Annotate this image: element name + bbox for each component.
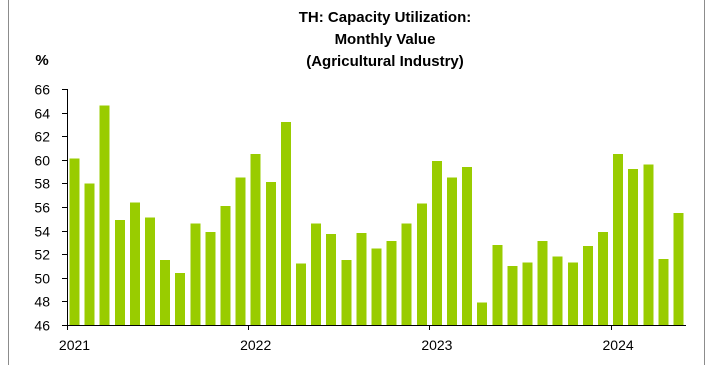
bar-2023-02 bbox=[447, 177, 457, 325]
bar-2021-10 bbox=[205, 231, 216, 325]
x-tick-label: 2022 bbox=[240, 337, 271, 353]
bar-2021-01 bbox=[69, 158, 80, 325]
bar-2024-03 bbox=[643, 164, 654, 325]
bar-2024-05 bbox=[673, 212, 684, 325]
bar-2023-04 bbox=[477, 302, 488, 325]
y-tick-label: 60 bbox=[34, 153, 50, 169]
bar-2022-06 bbox=[326, 234, 337, 325]
bar-series bbox=[69, 105, 684, 325]
bar-2021-05 bbox=[129, 202, 140, 325]
bar-2022-05 bbox=[311, 223, 322, 325]
bar-2023-07 bbox=[522, 262, 533, 325]
y-tick-label: 56 bbox=[34, 200, 50, 216]
bar-2022-08 bbox=[356, 233, 367, 325]
y-tick-label: 52 bbox=[34, 247, 50, 263]
bar-2021-03 bbox=[99, 105, 110, 325]
chart-title-line-1: TH: Capacity Utilization: bbox=[299, 9, 472, 26]
bar-2024-01 bbox=[613, 153, 624, 325]
x-tick-label: 2023 bbox=[421, 337, 452, 353]
bar-2023-10 bbox=[567, 262, 578, 325]
x-tick-label: 2024 bbox=[603, 337, 634, 353]
chart-title-line-2: Monthly Value bbox=[335, 31, 436, 48]
bar-2022-11 bbox=[401, 223, 412, 325]
x-axis: 2021 2022 2023 2024 bbox=[59, 325, 686, 353]
bar-2021-09 bbox=[190, 223, 201, 325]
bar-2022-12 bbox=[416, 203, 427, 325]
bar-2021-04 bbox=[114, 220, 125, 325]
y-tick-label: 54 bbox=[34, 224, 50, 240]
bar-2021-06 bbox=[145, 217, 155, 325]
bar-2021-08 bbox=[175, 273, 186, 325]
y-tick-label: 50 bbox=[34, 271, 50, 287]
y-tick-label: 46 bbox=[34, 318, 50, 334]
bar-2021-02 bbox=[84, 183, 95, 325]
y-tick-label: 48 bbox=[34, 294, 50, 310]
bar-2023-03 bbox=[462, 166, 473, 325]
bar-2023-09 bbox=[552, 256, 563, 325]
y-tick-label: 66 bbox=[34, 82, 50, 98]
y-tick-label: 64 bbox=[34, 106, 50, 122]
y-tick-label: 62 bbox=[34, 129, 50, 145]
bar-2021-11 bbox=[220, 205, 231, 325]
bar-2022-01 bbox=[250, 153, 261, 325]
y-axis: 46 48 50 52 54 56 58 60 62 64 66 bbox=[34, 82, 68, 334]
chart-title: TH: Capacity Utilization: Monthly Value … bbox=[299, 9, 472, 70]
bar-2021-07 bbox=[160, 260, 171, 325]
bar-2024-04 bbox=[658, 258, 669, 325]
bar-2022-09 bbox=[371, 248, 382, 325]
bar-2023-08 bbox=[537, 241, 548, 325]
bar-2023-11 bbox=[582, 245, 593, 325]
bar-2023-12 bbox=[598, 231, 608, 325]
bar-2022-10 bbox=[386, 241, 397, 325]
y-tick-label: 58 bbox=[34, 176, 50, 192]
x-tick-label: 2021 bbox=[59, 337, 90, 353]
bar-2023-05 bbox=[492, 244, 503, 325]
bar-2021-12 bbox=[235, 177, 246, 325]
bar-2022-04 bbox=[296, 263, 306, 325]
y-axis-unit-label: % bbox=[35, 52, 48, 69]
bar-2023-01 bbox=[431, 161, 442, 325]
bar-2022-03 bbox=[280, 122, 291, 325]
bar-2023-06 bbox=[507, 266, 518, 325]
bar-2022-02 bbox=[265, 182, 276, 325]
bar-2022-07 bbox=[341, 260, 352, 325]
bar-2024-02 bbox=[628, 169, 639, 325]
chart-title-line-3: (Agricultural Industry) bbox=[306, 53, 464, 70]
